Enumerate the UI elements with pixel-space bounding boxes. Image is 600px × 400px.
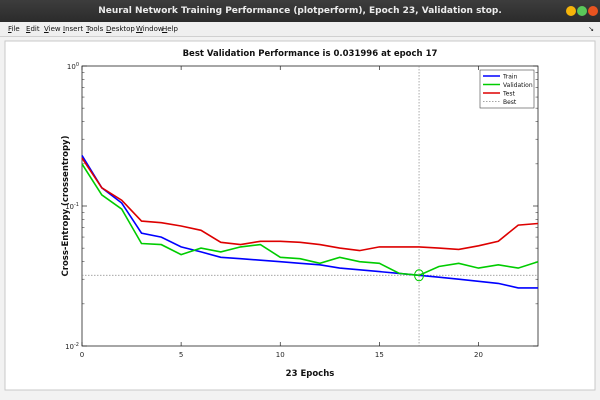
x-axis-label: 23 Epochs xyxy=(286,369,335,379)
x-tick-label: 5 xyxy=(179,351,183,359)
series-line-train xyxy=(81,154,538,289)
figure-canvas: Best Validation Performance is 0.031996 … xyxy=(4,40,596,391)
menu-insert[interactable]: Insert xyxy=(63,25,84,33)
dock-arrow-icon[interactable]: ↘ xyxy=(588,25,594,33)
close-button[interactable] xyxy=(588,6,598,16)
y-axis-label: Cross-Entropy (crossentropy) xyxy=(61,135,71,276)
chart-title: Best Validation Performance is 0.031996 … xyxy=(183,49,438,59)
series-line-validation xyxy=(81,163,539,277)
menu-bar: ↘ File Edit View Insert Tools Desktop Window He… xyxy=(0,22,600,37)
y-tick-label: 100 xyxy=(67,62,79,71)
series-line-test xyxy=(81,157,539,252)
axes-box xyxy=(81,65,539,347)
title-bar[interactable]: Neural Network Training Performance (plo… xyxy=(0,0,600,23)
menu-window[interactable]: Window xyxy=(136,25,164,33)
legend-label-test: Test xyxy=(502,91,515,98)
x-tick-label: 20 xyxy=(474,351,483,359)
x-tick-label: 15 xyxy=(375,351,384,359)
maximize-button[interactable] xyxy=(577,6,587,16)
menu-desktop[interactable]: Desktop xyxy=(106,25,135,33)
best-marker xyxy=(414,269,425,282)
menu-view[interactable]: View xyxy=(44,25,61,33)
x-tick-label: 10 xyxy=(276,351,285,359)
y-tick-label: 10-1 xyxy=(65,202,79,211)
legend-label-train: Train xyxy=(502,74,518,81)
menu-edit[interactable]: Edit xyxy=(26,25,40,33)
legend-label-best: Best xyxy=(503,99,517,106)
menu-help[interactable]: Help xyxy=(162,25,178,33)
y-tick-label: 10-2 xyxy=(65,342,79,351)
x-tick-label: 0 xyxy=(80,351,84,359)
menu-tools[interactable]: Tools xyxy=(86,25,104,33)
menu-file[interactable]: File xyxy=(8,25,20,33)
minimize-button[interactable] xyxy=(566,6,576,16)
window-title: Neural Network Training Performance (plo… xyxy=(98,6,502,16)
legend-label-validation: Validation xyxy=(503,82,533,89)
